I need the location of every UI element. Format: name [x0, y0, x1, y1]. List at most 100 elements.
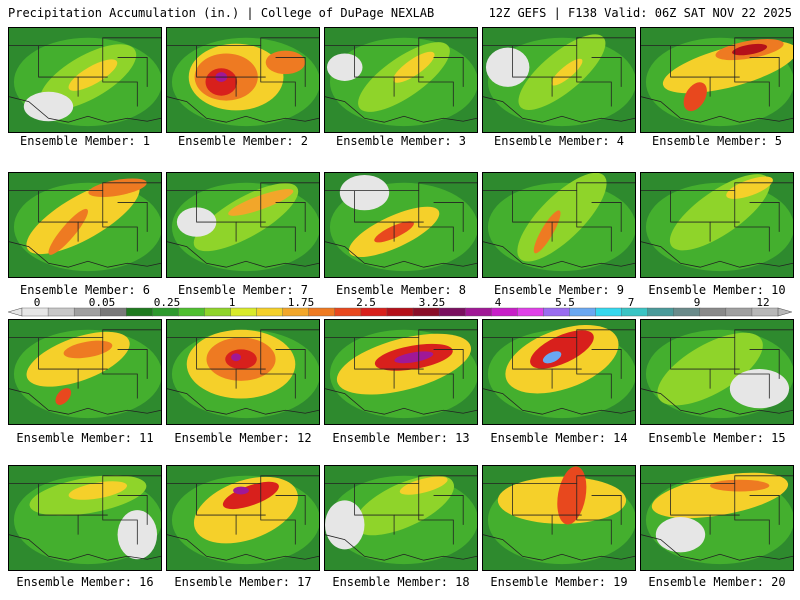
ensemble-member-map — [8, 319, 162, 425]
precip-field — [9, 28, 161, 132]
colorbar-swatch — [360, 307, 388, 317]
colorbar-tick-label: 0.05 — [88, 296, 116, 309]
precip-colorbar — [8, 307, 792, 317]
colorbar-tick-label: 12 — [756, 296, 770, 309]
ensemble-member-map — [640, 27, 794, 133]
ensemble-member-caption: Ensemble Member: 17 — [174, 575, 312, 589]
ensemble-member-caption: Ensemble Member: 20 — [648, 575, 786, 589]
colorbar-swatch — [543, 307, 570, 317]
ensemble-member-map — [324, 465, 478, 571]
ensemble-member-map — [482, 172, 636, 278]
colorbar-swatch — [230, 307, 258, 317]
ensemble-member-map — [640, 465, 794, 571]
colorbar-tick-label: 9 — [693, 296, 701, 309]
precip-field — [641, 320, 793, 424]
colorbar-swatch — [725, 307, 753, 317]
ensemble-member-caption: Ensemble Member: 13 — [332, 431, 470, 445]
colorbar-swatch — [647, 307, 675, 317]
ensemble-member-caption: Ensemble Member: 11 — [16, 431, 154, 445]
precip-field — [9, 173, 161, 277]
precip-field — [483, 173, 635, 277]
colorbar-swatch — [595, 307, 623, 317]
colorbar-tick-label: 3.25 — [418, 296, 446, 309]
precip-field — [325, 173, 477, 277]
colorbar-tick-label: 4 — [494, 296, 502, 309]
colorbar-swatch — [673, 307, 701, 317]
ensemble-member-caption: Ensemble Member: 16 — [16, 575, 154, 589]
ensemble-member-caption: Ensemble Member: 15 — [648, 431, 786, 445]
precip-field — [325, 466, 477, 570]
colorbar-swatch — [47, 307, 75, 317]
precip-field — [483, 466, 635, 570]
ensemble-member-caption: Ensemble Member: 7 — [177, 283, 309, 297]
precip-field — [325, 28, 477, 132]
ensemble-member-map — [8, 172, 162, 278]
ensemble-member-caption: Ensemble Member: 6 — [19, 283, 151, 297]
colorbar-tick-label: 1 — [228, 296, 236, 309]
ensemble-member-map — [482, 27, 636, 133]
ensemble-member-caption: Ensemble Member: 10 — [648, 283, 786, 297]
colorbar-swatch — [256, 307, 284, 317]
precip-field — [641, 173, 793, 277]
precip-field — [483, 320, 635, 424]
colorbar-tick-label: 2.5 — [356, 296, 376, 309]
ensemble-member-map — [482, 465, 636, 571]
colorbar-swatch — [178, 307, 205, 317]
ensemble-member-caption: Ensemble Member: 5 — [651, 134, 783, 148]
precip-field — [641, 28, 793, 132]
colorbar-swatch — [386, 307, 414, 317]
colorbar-swatch — [126, 307, 153, 317]
ensemble-member-map — [482, 319, 636, 425]
precip-field — [167, 28, 319, 132]
ensemble-member-caption: Ensemble Member: 18 — [332, 575, 470, 589]
ensemble-member-caption: Ensemble Member: 12 — [174, 431, 312, 445]
colorbar-tick-label: 0 — [33, 296, 41, 309]
model-valid-time: 12Z GEFS | F138 Valid: 06Z SAT NOV 22 20… — [488, 6, 792, 20]
colorbar-swatch — [152, 307, 179, 317]
ensemble-member-map — [324, 172, 478, 278]
ensemble-member-caption: Ensemble Member: 9 — [493, 283, 625, 297]
colorbar-swatch — [73, 307, 101, 317]
precip-field — [641, 466, 793, 570]
precip-field — [325, 320, 477, 424]
colorbar-swatch — [438, 307, 466, 317]
map-title: Precipitation Accumulation (in.) | Colle… — [8, 6, 435, 20]
ensemble-member-caption: Ensemble Member: 2 — [177, 134, 309, 148]
ensemble-member-map — [640, 319, 794, 425]
colorbar-swatch — [21, 307, 49, 317]
colorbar-swatch — [491, 307, 518, 317]
colorbar-swatch — [412, 307, 440, 317]
colorbar-swatch — [569, 307, 597, 317]
colorbar-swatch — [464, 307, 492, 317]
precip-field — [167, 466, 319, 570]
precip-field — [167, 173, 319, 277]
colorbar-swatch — [308, 307, 336, 317]
ensemble-member-map — [8, 27, 162, 133]
colorbar-tick-label: 7 — [627, 296, 635, 309]
precip-field — [483, 28, 635, 132]
colorbar-swatch — [517, 307, 544, 317]
ensemble-member-caption: Ensemble Member: 19 — [490, 575, 628, 589]
ensemble-member-map — [324, 319, 478, 425]
ensemble-member-caption: Ensemble Member: 14 — [490, 431, 628, 445]
ensemble-member-caption: Ensemble Member: 8 — [335, 283, 467, 297]
ensemble-member-caption: Ensemble Member: 4 — [493, 134, 625, 148]
colorbar-swatch — [204, 307, 232, 317]
precip-field — [9, 320, 161, 424]
ensemble-member-map — [166, 465, 320, 571]
colorbar-swatch — [699, 307, 727, 317]
colorbar-swatch — [334, 307, 362, 317]
colorbar-swatch — [282, 307, 310, 317]
ensemble-member-map — [324, 27, 478, 133]
colorbar-tick-label: 5.5 — [555, 296, 575, 309]
colorbar-tick-label: 1.75 — [287, 296, 315, 309]
ensemble-member-map — [166, 27, 320, 133]
colorbar-tick-label: 0.25 — [153, 296, 181, 309]
ensemble-member-map — [166, 172, 320, 278]
precip-field — [167, 320, 319, 424]
ensemble-member-caption: Ensemble Member: 3 — [335, 134, 467, 148]
colorbar-swatch — [751, 307, 779, 317]
colorbar-swatch — [100, 307, 127, 317]
colorbar-swatch — [621, 307, 649, 317]
ensemble-member-caption: Ensemble Member: 1 — [19, 134, 151, 148]
